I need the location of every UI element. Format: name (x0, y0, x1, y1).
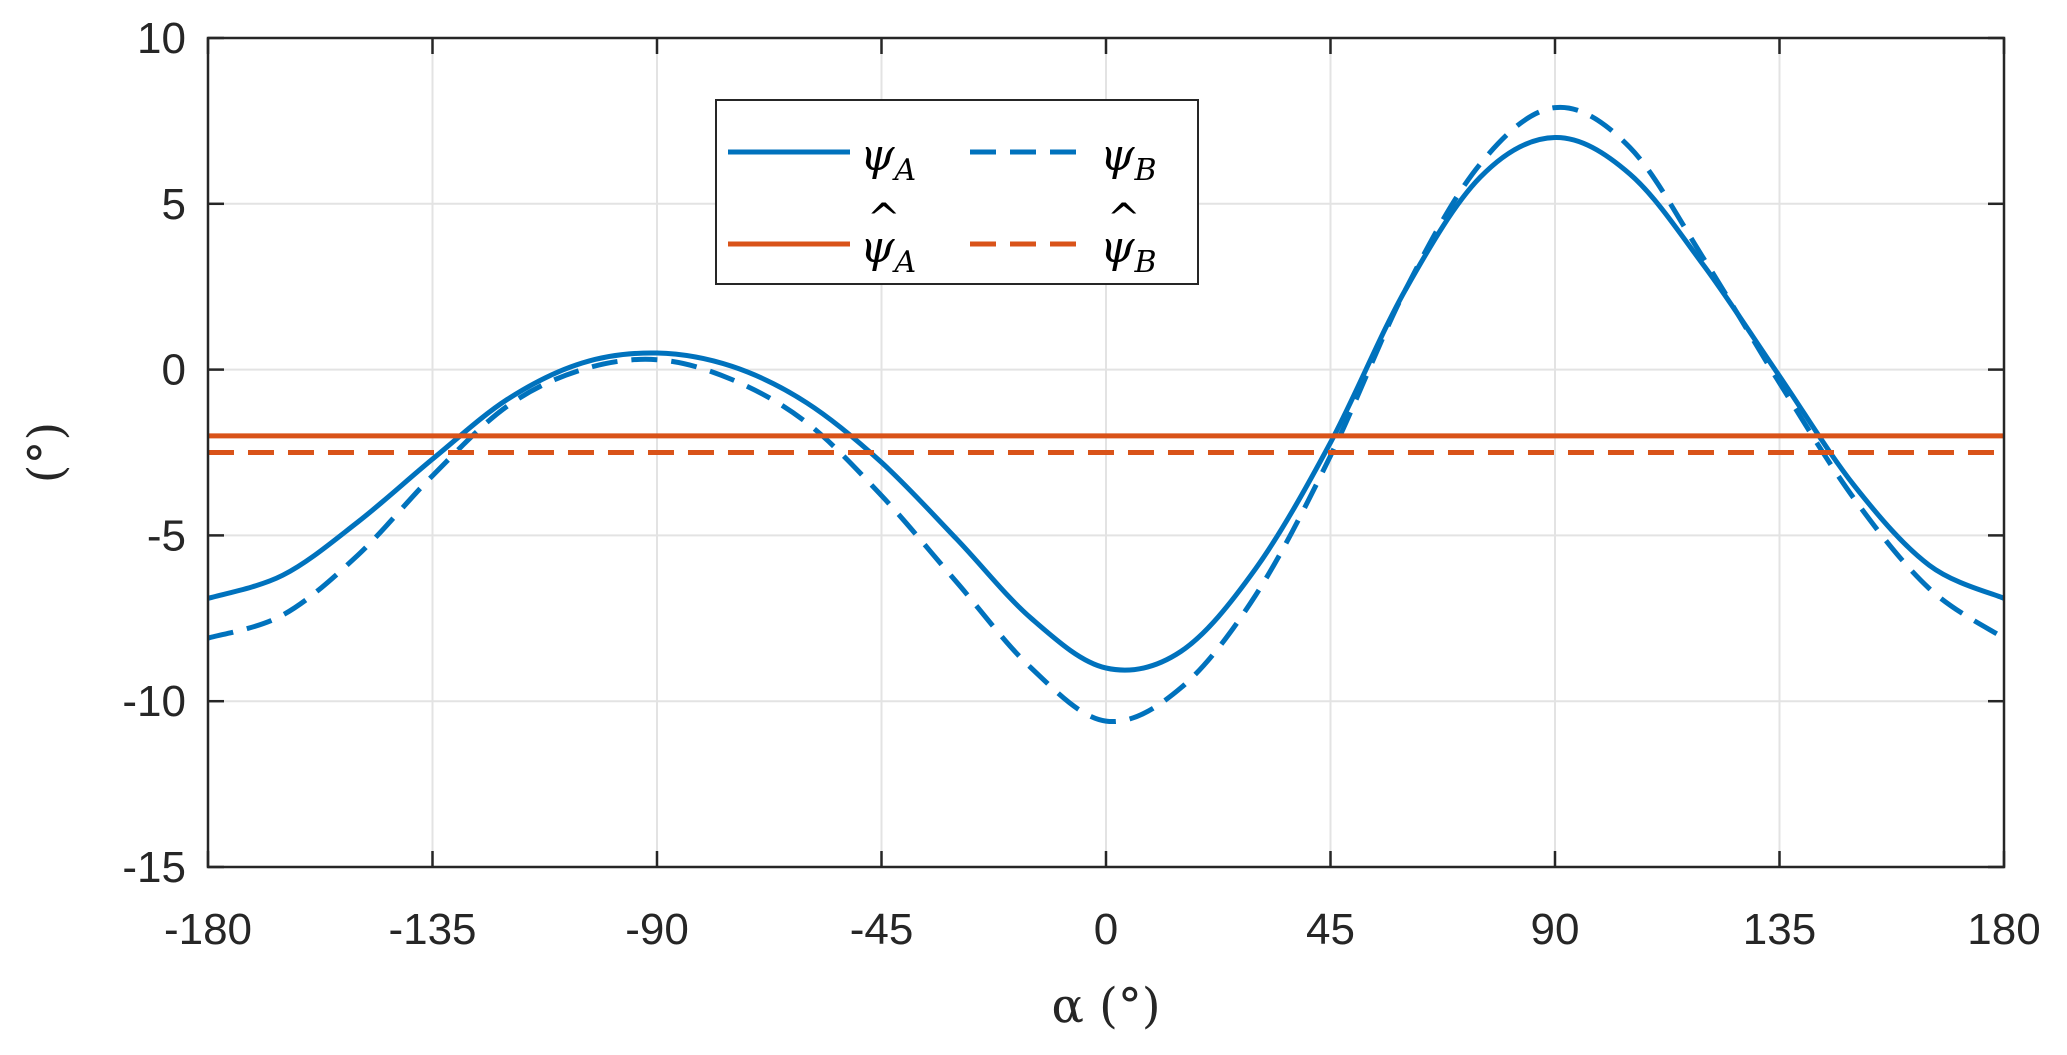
x-tick-label: 45 (1306, 905, 1355, 954)
y-axis-label: (°) (18, 422, 74, 483)
legend-label-1: ψA (860, 130, 916, 188)
series-lines (207, 104, 2006, 725)
legend-hat-3: ^ (867, 196, 901, 242)
x-tick-label: 90 (1531, 905, 1580, 954)
legend-label-3: ψA (860, 222, 916, 280)
y-tick-label: 10 (137, 14, 186, 63)
x-tick-label: -45 (850, 905, 914, 954)
x-tick-label: -135 (388, 905, 476, 954)
x-tick-label: -90 (625, 905, 689, 954)
axis-ticks: -180 -135 -90 -45 0 45 90 135 180 -15 -10 -5 0 5 10 (122, 14, 2040, 954)
y-tick-label: -5 (147, 511, 186, 560)
legend-hat-4: ^ (1107, 196, 1141, 242)
x-tick-label: 0 (1094, 905, 1118, 954)
y-tick-label: 0 (162, 346, 186, 395)
x-tick-label: -180 (164, 905, 252, 954)
legend-label-4: ψB (1100, 222, 1157, 280)
x-axis-label: α (°) (1051, 978, 1160, 1034)
y-tick-label: -15 (122, 843, 186, 892)
x-tick-label: 135 (1743, 905, 1816, 954)
legend-label-2: ψB (1100, 130, 1157, 188)
y-tick-label: -10 (122, 677, 186, 726)
y-tick-label: 5 (162, 180, 186, 229)
x-tick-label: 180 (1967, 905, 2040, 954)
legend-box (715, 99, 1199, 285)
